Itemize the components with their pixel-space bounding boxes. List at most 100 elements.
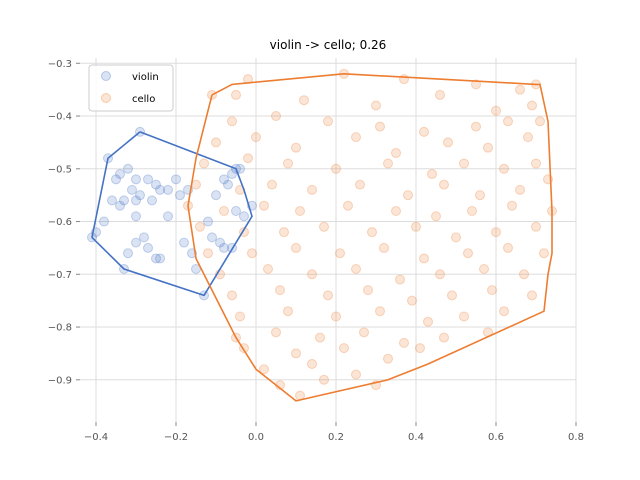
violin-point — [115, 169, 125, 180]
cello-point — [503, 242, 513, 253]
cello-point — [411, 221, 421, 232]
legend-box — [88, 64, 174, 112]
violin-point — [211, 190, 221, 201]
cello-point — [291, 348, 301, 359]
x-tick-label: 0.2 — [328, 432, 344, 443]
grid — [80, 58, 577, 422]
cello-point — [391, 205, 401, 216]
cello-point — [331, 163, 341, 174]
y-tick-label: −0.9 — [48, 375, 72, 386]
cello-point — [195, 221, 205, 232]
violin-point — [131, 195, 141, 206]
cello-point — [319, 221, 329, 232]
x-tick-label: 0.8 — [568, 432, 584, 443]
violin-point — [151, 253, 161, 264]
cello-point — [271, 111, 281, 122]
chart-title: violin -> cello; 0.26 — [270, 38, 387, 52]
cello-point — [315, 332, 325, 343]
violin-point — [135, 190, 145, 201]
cello-point — [331, 311, 341, 322]
cello-point — [371, 100, 381, 111]
cello-point — [375, 121, 385, 132]
cello-point — [435, 89, 445, 100]
legend-label-violin: violin — [132, 72, 159, 83]
cello-point — [463, 248, 473, 259]
cello-point — [507, 200, 517, 211]
cello-point — [539, 248, 549, 259]
y-tick-label: −0.6 — [48, 217, 72, 228]
violin-point — [151, 179, 161, 190]
cello-point — [419, 253, 429, 264]
cello-point — [471, 79, 481, 90]
y-tick-label: −0.5 — [48, 164, 72, 175]
cello-point — [423, 316, 433, 327]
violin-point — [131, 237, 141, 248]
cello-point — [439, 179, 449, 190]
y-tick-label: −0.4 — [48, 112, 72, 123]
cello-point — [339, 343, 349, 354]
violin-point — [139, 232, 149, 243]
cello-point — [335, 248, 345, 259]
violin-point — [215, 237, 225, 248]
legend-marker-violin — [101, 71, 111, 81]
cello-point — [235, 311, 245, 322]
cello-point — [251, 132, 261, 143]
cello-point — [199, 158, 209, 169]
y-tick-label: −0.7 — [48, 270, 72, 281]
cello-point — [323, 116, 333, 127]
cello-point — [431, 211, 441, 222]
cello-point — [491, 105, 501, 116]
cello-hull — [187, 73, 553, 402]
violin-point — [155, 253, 165, 264]
cello-point — [443, 137, 453, 148]
cello-point — [527, 290, 537, 301]
violin-point — [219, 242, 229, 253]
violin-point — [115, 200, 125, 211]
cello-point — [367, 227, 377, 238]
x-tick-label: −0.4 — [84, 432, 108, 443]
cello-point — [391, 147, 401, 158]
cello-point — [515, 84, 525, 95]
y-tick-label: −0.8 — [48, 323, 72, 334]
cello-point — [435, 269, 445, 280]
cello-point — [403, 190, 413, 201]
cello-point — [427, 169, 437, 180]
cello-point — [491, 227, 501, 238]
cello-point — [379, 242, 389, 253]
violin-point — [227, 169, 237, 180]
cello-point — [523, 132, 533, 143]
cello-point — [247, 248, 257, 259]
axes: −0.4 −0.2 0.0 0.2 0.4 0.6 0.8 −0.3 −0.4 −0.5 −0.6 −… — [48, 59, 584, 443]
cello-point — [231, 89, 241, 100]
cello-point — [259, 200, 269, 211]
cello-point — [395, 274, 405, 285]
cello-point — [227, 290, 237, 301]
cello-point — [203, 248, 213, 259]
cello-point — [263, 264, 273, 275]
violin-point — [143, 174, 153, 185]
cello-point — [295, 205, 305, 216]
violin-point — [131, 211, 141, 222]
x-tick-label: −0.2 — [164, 432, 188, 443]
cello-point — [439, 332, 449, 343]
violin-point — [107, 195, 117, 206]
legend: violin cello — [88, 64, 174, 112]
cello-point — [355, 179, 365, 190]
violin-point — [143, 242, 153, 253]
cello-point — [351, 369, 361, 380]
violin-point — [171, 174, 181, 185]
violin-point — [179, 237, 189, 248]
cello-point — [291, 242, 301, 253]
cello-point — [467, 205, 477, 216]
cello-point — [527, 100, 537, 111]
cello-point — [499, 306, 509, 317]
cello-point — [451, 232, 461, 243]
cello-point — [343, 200, 353, 211]
cello-point — [459, 311, 469, 322]
cello-point — [459, 158, 469, 169]
cello-point — [219, 205, 229, 216]
violin-hull — [91, 131, 253, 297]
cello-point — [363, 285, 373, 296]
cello-point — [375, 306, 385, 317]
